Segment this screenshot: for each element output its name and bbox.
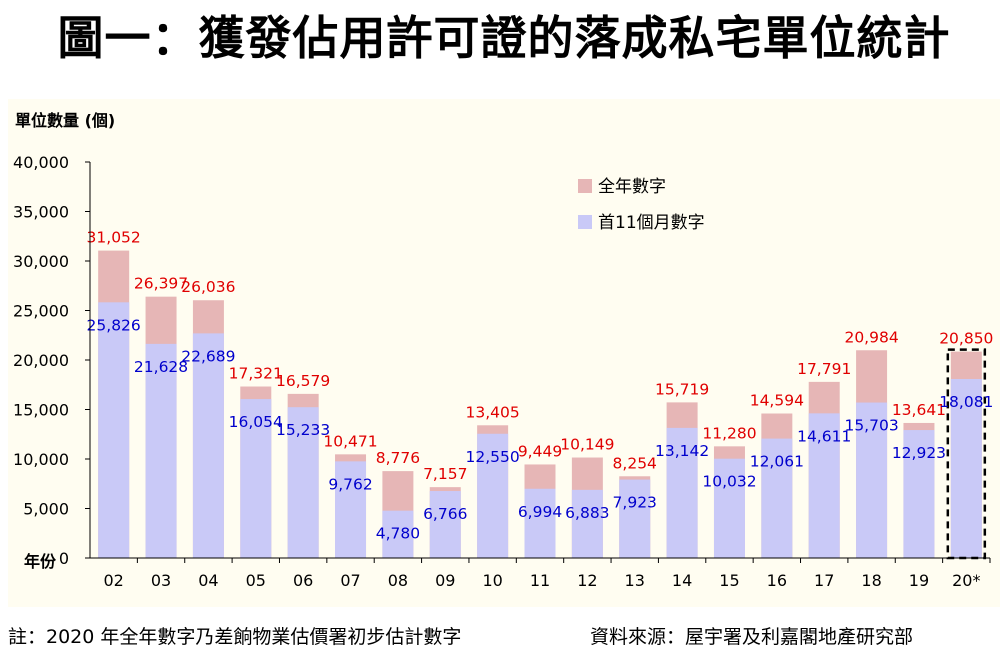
- bar-first-11-months: [713, 458, 745, 558]
- y-tick-label: 5,000: [23, 500, 69, 519]
- estimate-frame: [946, 348, 987, 560]
- data-label-first-11-months: 9,762: [328, 475, 372, 493]
- data-label-first-11-months: 15,233: [276, 421, 330, 439]
- x-tick-label: 18: [861, 571, 881, 590]
- x-tick-label: 13: [625, 571, 645, 590]
- data-label-full-year: 26,397: [134, 275, 188, 293]
- bar-first-11-months: [903, 430, 935, 558]
- bar-first-11-months: [382, 510, 414, 558]
- y-tick-label: 40,000: [13, 153, 69, 172]
- bar-first-11-months: [571, 489, 603, 558]
- source-note: 資料來源：屋宇署及利嘉閣地產研究部: [590, 626, 914, 648]
- bar-first-11-months: [145, 343, 177, 558]
- bar-first-11-months: [429, 491, 461, 558]
- page-title: 圖一：獲發佔用許可證的落成私宅單位統計: [57, 11, 951, 65]
- data-label-full-year: 15,719: [655, 380, 709, 398]
- bar-first-11-months: [856, 402, 888, 558]
- x-tick-label: 19: [909, 571, 929, 590]
- data-label-first-11-months: 16,054: [229, 413, 283, 431]
- x-tick-label: 02: [104, 571, 124, 590]
- data-label-full-year: 13,641: [892, 401, 946, 419]
- bar-first-11-months: [619, 479, 651, 558]
- legend-swatch-full-year: [578, 179, 592, 193]
- x-tick-label: 12: [577, 571, 597, 590]
- data-label-full-year: 9,449: [518, 442, 562, 460]
- data-label-first-11-months: 6,883: [565, 504, 609, 522]
- data-label-first-11-months: 15,703: [844, 417, 898, 435]
- y-tick-label: 0: [59, 549, 69, 568]
- data-label-full-year: 17,791: [797, 360, 851, 378]
- x-tick-label: 07: [340, 571, 360, 590]
- bar-first-11-months: [666, 427, 698, 558]
- legend-label-full-year: 全年數字: [598, 177, 666, 197]
- bar-first-11-months: [287, 407, 319, 558]
- data-label-full-year: 8,254: [613, 454, 657, 472]
- x-tick-label: 04: [198, 571, 218, 590]
- chart-panel: 31,052 25,826 26,397 21,628 26,036 22,689 17,3…: [8, 99, 1000, 607]
- data-label-full-year: 11,280: [702, 424, 756, 442]
- y-tick-label: 20,000: [13, 351, 69, 370]
- x-tick-label: 05: [246, 571, 266, 590]
- y-axis-title: 單位數量 (個): [15, 111, 115, 130]
- legend-swatch-first-11-months: [578, 215, 592, 229]
- bar-first-11-months: [98, 302, 130, 558]
- bar-first-11-months: [950, 378, 982, 558]
- footnote: 註：2020 年全年數字乃差餉物業估價署初步估計數字: [8, 626, 462, 648]
- data-label-first-11-months: 22,689: [181, 347, 235, 365]
- data-label-full-year: 31,052: [87, 229, 141, 247]
- bar-first-11-months: [335, 461, 367, 558]
- data-label-full-year: 14,594: [750, 392, 804, 410]
- x-tick-label: 14: [672, 571, 692, 590]
- data-label-first-11-months: 10,032: [702, 473, 756, 491]
- data-label-first-11-months: 6,766: [423, 505, 467, 523]
- data-label-first-11-months: 6,994: [518, 503, 562, 521]
- data-label-full-year: 10,471: [323, 432, 377, 450]
- x-tick-label: 03: [151, 571, 171, 590]
- data-label-first-11-months: 13,142: [655, 442, 709, 460]
- data-label-full-year: 13,405: [466, 403, 520, 421]
- chart-legend: 全年數字 首11個月數字: [578, 177, 705, 233]
- bar-first-11-months: [240, 399, 272, 558]
- x-tick-label: 10: [482, 571, 502, 590]
- x-tick-label: 15: [719, 571, 739, 590]
- x-tick-label: 16: [767, 571, 787, 590]
- bar-first-11-months: [524, 488, 556, 558]
- data-label-first-11-months: 14,611: [797, 427, 851, 445]
- data-label-full-year: 26,036: [181, 278, 235, 296]
- data-label-first-11-months: 7,923: [613, 494, 657, 512]
- x-tick-label: 09: [435, 571, 455, 590]
- y-tick-label: 30,000: [13, 252, 69, 271]
- y-tick-label: 10,000: [13, 450, 69, 469]
- y-tick-label: 15,000: [13, 401, 69, 420]
- data-label-full-year: 7,157: [423, 465, 467, 483]
- x-tick-label: 06: [293, 571, 313, 590]
- bar-first-11-months: [761, 438, 793, 558]
- data-label-full-year: 17,321: [229, 365, 283, 383]
- x-tick-label: 20*: [952, 571, 980, 590]
- data-label-full-year: 16,579: [276, 372, 330, 390]
- bar-first-11-months: [808, 413, 840, 558]
- data-label-first-11-months: 4,780: [376, 525, 420, 543]
- x-tick-label: 11: [530, 571, 550, 590]
- x-axis-title: 年份: [24, 552, 57, 571]
- data-label-full-year: 20,984: [844, 328, 898, 346]
- bar-chart: 31,052 25,826 26,397 21,628 26,036 22,68917,3…: [13, 111, 993, 590]
- y-tick-label: 35,000: [13, 203, 69, 222]
- data-label-first-11-months: 12,550: [466, 448, 520, 466]
- legend-label-first-11-months: 首11個月數字: [598, 213, 705, 233]
- data-label-first-11-months: 18,081: [939, 393, 993, 411]
- data-label-first-11-months: 25,826: [87, 316, 141, 334]
- y-tick-label: 25,000: [13, 302, 69, 321]
- x-tick-label: 17: [814, 571, 834, 590]
- bar-first-11-months: [477, 433, 509, 558]
- data-label-first-11-months: 12,923: [892, 444, 946, 462]
- data-label-first-11-months: 21,628: [134, 358, 188, 376]
- bar-first-11-months: [192, 333, 224, 558]
- x-tick-label: 08: [388, 571, 408, 590]
- data-label-full-year: 8,776: [376, 449, 420, 467]
- data-label-full-year: 20,850: [939, 330, 993, 348]
- data-label-full-year: 10,149: [560, 436, 614, 454]
- data-label-first-11-months: 12,061: [750, 453, 804, 471]
